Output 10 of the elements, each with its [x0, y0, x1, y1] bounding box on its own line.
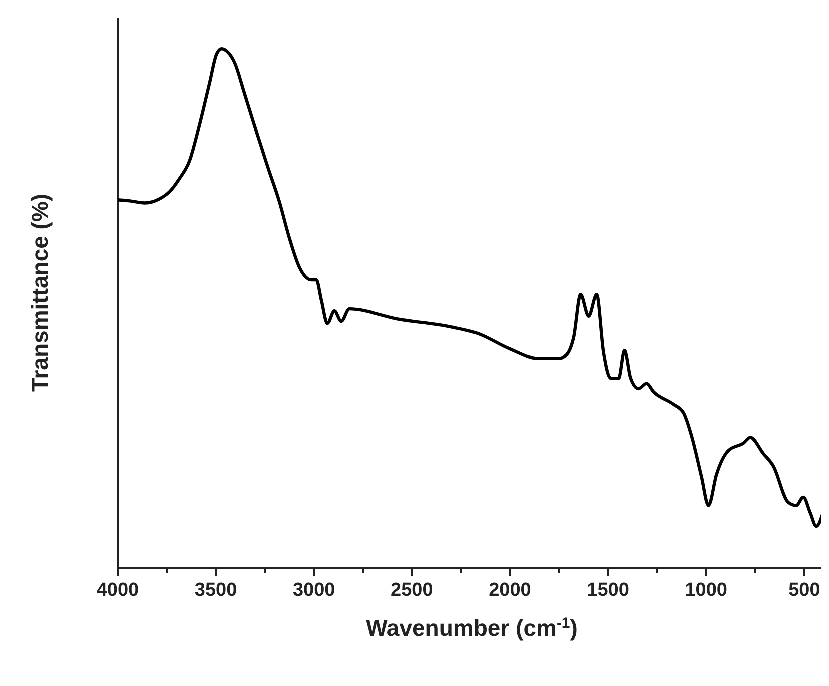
x-axis-title: Wavenumber (cm$^{-1}$) — [366, 614, 578, 641]
x-tick-label: 3500 — [194, 580, 238, 601]
x-tick-label: 2500 — [391, 580, 434, 601]
x-tick-label: 4000 — [96, 580, 140, 601]
x-tick-label: 2000 — [489, 580, 532, 601]
x-tick-label: 3000 — [292, 580, 336, 601]
x-tick-label: 1000 — [685, 580, 728, 601]
y-axis-title: Transmittance (%) — [27, 194, 53, 392]
x-tick-label: 500 — [788, 580, 820, 601]
x-tick-label: 1500 — [587, 580, 630, 601]
